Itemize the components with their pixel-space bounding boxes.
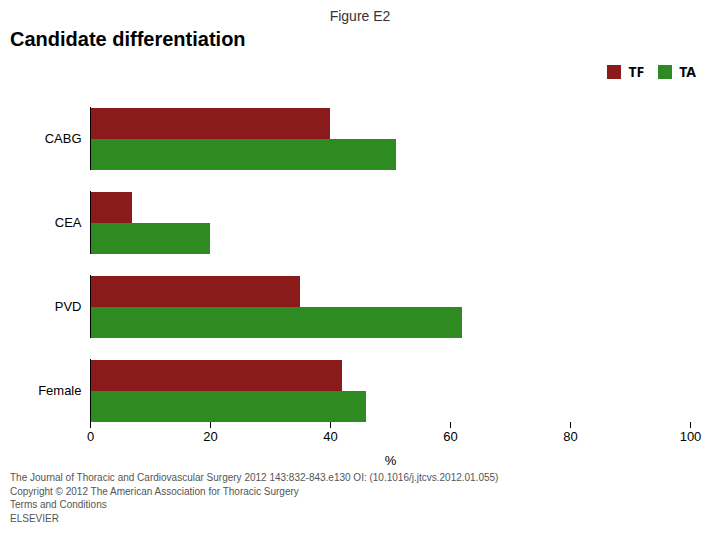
html-text:The Journal of Thoracic and Ca: The Journal of Thoracic and Cardiovascul… <box>10 472 499 483</box>
html-text:Terms and Conditions: Terms and Conditions <box>10 499 107 510</box>
html-text:ELSEVIER: ELSEVIER <box>10 512 59 524</box>
svg-text:Female: Female <box>38 383 81 398</box>
html-text:Candidate differentiation: Candidate differentiation <box>10 28 246 50</box>
svg-text:20: 20 <box>203 429 217 444</box>
html-text:TA: TA <box>679 62 696 81</box>
svg-text:%: % <box>385 453 397 468</box>
svg-text:80: 80 <box>563 429 577 444</box>
svg-text:40: 40 <box>323 429 337 444</box>
html-text:TF: TF <box>628 62 645 81</box>
svg-text:CEA: CEA <box>55 215 82 230</box>
html-text:Figure E2: Figure E2 <box>329 8 391 24</box>
svg-text:60: 60 <box>443 429 457 444</box>
svg-text:100: 100 <box>680 429 702 444</box>
svg-text:PVD: PVD <box>55 299 82 314</box>
svg-text:CABG: CABG <box>45 131 82 146</box>
html-text:Copyright © 2012 The American: Copyright © 2012 The American Associatio… <box>10 485 299 497</box>
svg-text:0: 0 <box>87 429 94 444</box>
